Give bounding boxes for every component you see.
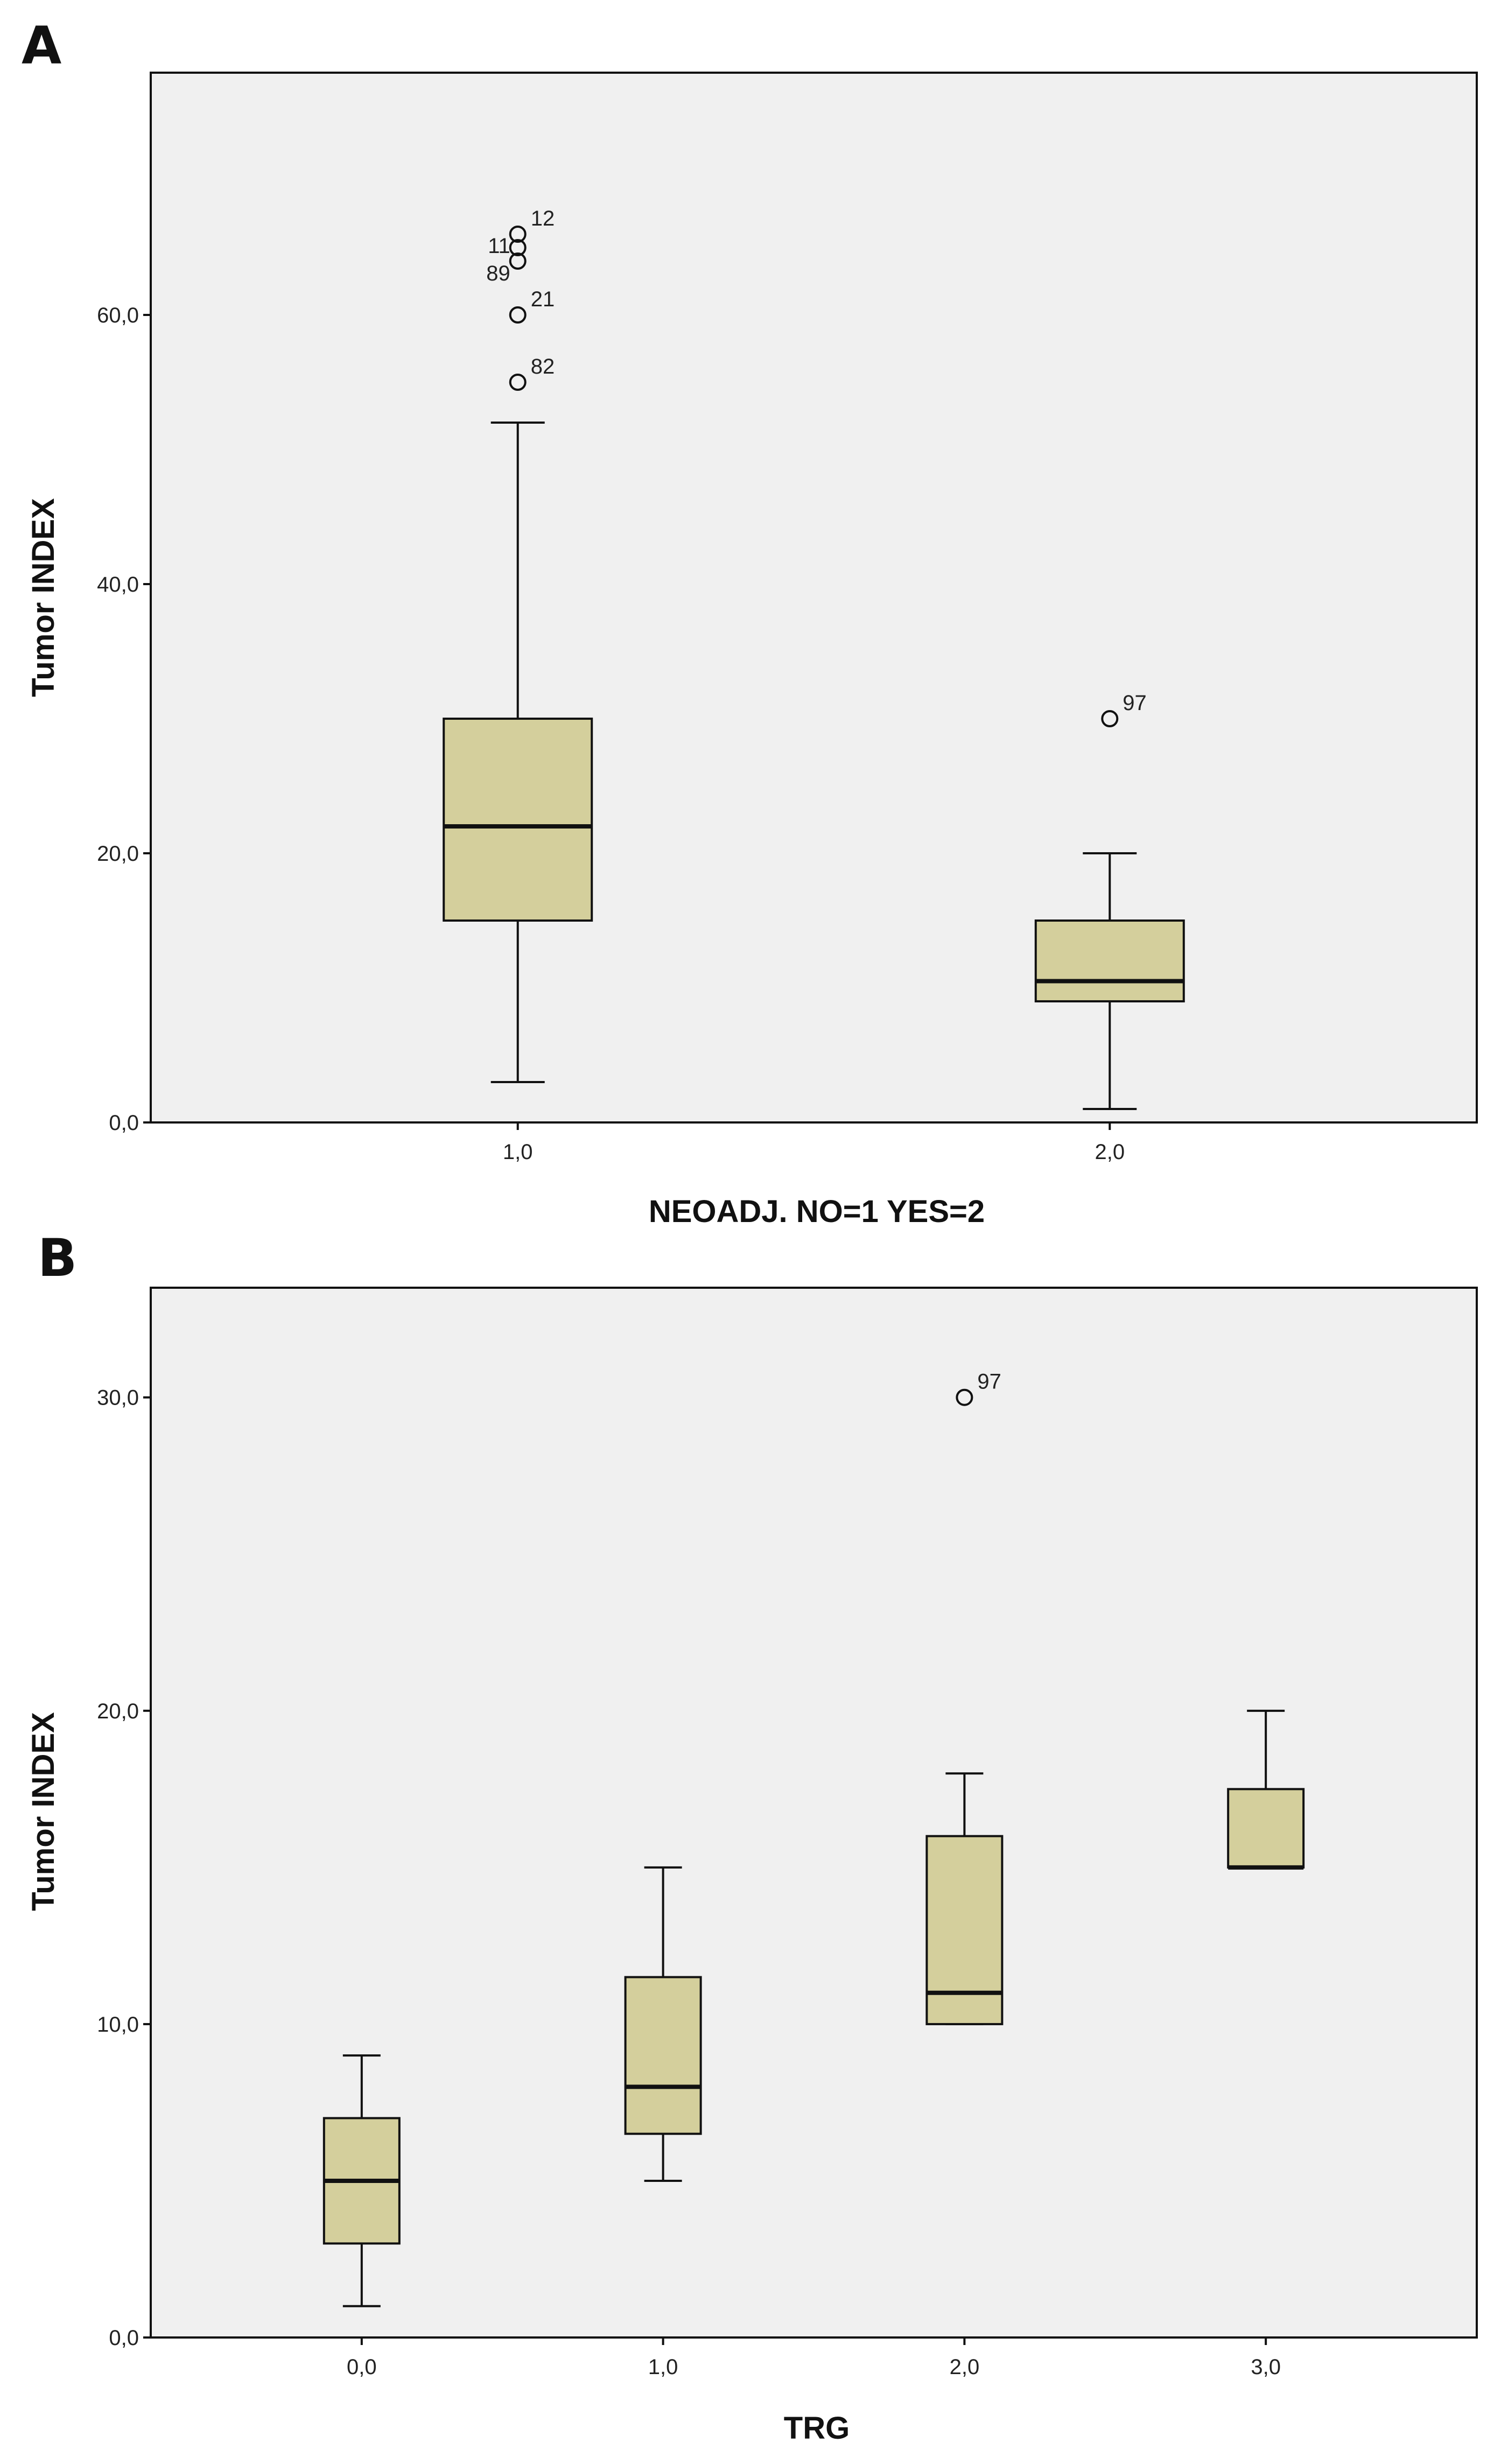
y-tick-label: 30,0 bbox=[97, 1386, 139, 1410]
outlier-point bbox=[509, 252, 527, 270]
outlier-point bbox=[509, 374, 527, 391]
box-marks: 97 bbox=[322, 1370, 1305, 2307]
x-tick-label: 2,0 bbox=[950, 2355, 980, 2379]
outlier-point bbox=[956, 1388, 973, 1406]
panel-a: A 12 11 89 21 82 97 0,0 20,0 40,0 60,0 1,0 2,0 Tum… bbox=[22, 16, 1478, 1229]
y-tick-label: 10,0 bbox=[97, 2013, 139, 2037]
outlier-point bbox=[509, 239, 527, 256]
outlier-point bbox=[509, 226, 527, 243]
panel-b: B 97 0,0 10,0 20,0 30,0 0,0 1,0 2,0 3,0 Tumor I… bbox=[26, 1228, 1478, 2446]
y-tick-label: 20,0 bbox=[97, 1700, 139, 1723]
x-axis-title: NEOADJ. NO=1 YES=2 bbox=[649, 1194, 985, 1229]
outlier-point bbox=[509, 306, 527, 324]
axes: 0,0 20,0 40,0 60,0 1,0 2,0 bbox=[97, 304, 1125, 1164]
y-tick-label: 60,0 bbox=[97, 304, 139, 327]
plot-area bbox=[150, 72, 1478, 1124]
axes: 0,0 10,0 20,0 30,0 0,0 1,0 2,0 3,0 bbox=[97, 1386, 1281, 2379]
outlier-label: 12 bbox=[531, 207, 555, 230]
y-tick-label: 40,0 bbox=[97, 573, 139, 596]
outlier-point bbox=[1101, 710, 1119, 727]
y-axis-title: Tumor INDEX bbox=[26, 1712, 61, 1911]
outlier-label: 11 bbox=[488, 234, 510, 258]
x-tick-label: 1,0 bbox=[503, 1140, 533, 1164]
box-marks: 12 11 89 21 82 97 bbox=[443, 207, 1185, 1110]
box bbox=[925, 1835, 1004, 2025]
x-tick-label: 1,0 bbox=[648, 2355, 678, 2379]
outlier-label: 21 bbox=[531, 287, 555, 311]
x-tick-label: 2,0 bbox=[1095, 1140, 1125, 1164]
box bbox=[1227, 1788, 1305, 1869]
box bbox=[443, 718, 593, 922]
x-tick-label: 0,0 bbox=[347, 2355, 377, 2379]
box bbox=[1034, 919, 1185, 1002]
y-tick-label: 0,0 bbox=[109, 2326, 139, 2350]
panel-letter: A bbox=[22, 16, 61, 76]
outlier-label: 97 bbox=[977, 1370, 1001, 1394]
box bbox=[624, 1976, 702, 2135]
y-tick-label: 0,0 bbox=[109, 1111, 139, 1135]
x-axis-title: TRG bbox=[784, 2411, 850, 2446]
y-tick-label: 20,0 bbox=[97, 842, 139, 866]
outlier-label: 82 bbox=[531, 355, 555, 378]
panel-letter: B bbox=[38, 1228, 77, 1288]
y-axis-title: Tumor INDEX bbox=[26, 498, 61, 697]
outlier-label: 97 bbox=[1123, 691, 1147, 715]
outlier-label: 89 bbox=[486, 262, 510, 285]
x-tick-label: 3,0 bbox=[1251, 2355, 1281, 2379]
